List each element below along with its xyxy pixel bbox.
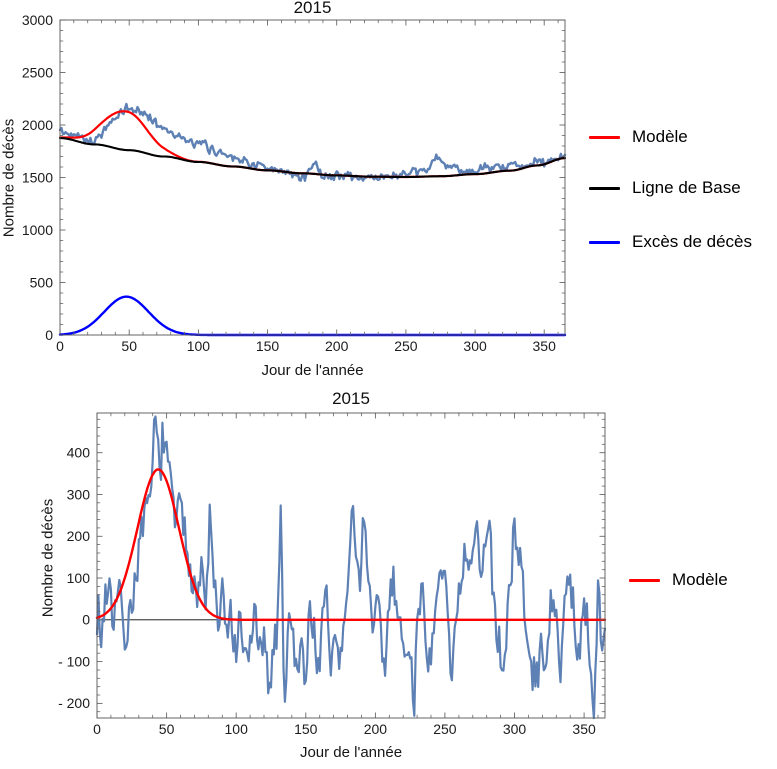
legend-label-exces-de-deces: Excès de décès bbox=[632, 232, 753, 251]
y-tick-label: 3000 bbox=[22, 12, 53, 28]
series-deces-observes bbox=[58, 102, 567, 182]
plot-frame bbox=[59, 19, 566, 336]
y-tick-label: 1500 bbox=[22, 169, 53, 185]
x-tick-label: 350 bbox=[533, 338, 557, 354]
x-tick-label: 100 bbox=[225, 721, 249, 737]
x-tick-label: 200 bbox=[325, 338, 349, 354]
x-tick-label: 50 bbox=[121, 338, 137, 354]
chart-title-top: 2015 bbox=[293, 0, 332, 17]
x-axis-label-top: Jour de l'année bbox=[261, 362, 364, 379]
x-tick-label: 350 bbox=[572, 721, 596, 737]
x-tick-label: 0 bbox=[93, 721, 101, 737]
y-tick-label: 500 bbox=[30, 274, 54, 290]
x-tick-label: 150 bbox=[256, 338, 280, 354]
plot-frame bbox=[96, 412, 606, 719]
series-exces-de-deces bbox=[58, 295, 567, 337]
x-tick-label: 50 bbox=[159, 721, 175, 737]
x-tick-label: 150 bbox=[294, 721, 318, 737]
chart-title-bottom: 2015 bbox=[332, 389, 370, 408]
x-axis-label-bottom: Jour de l'année bbox=[299, 744, 403, 761]
legend-line-base-icon bbox=[589, 186, 620, 190]
y-tick-label: 1000 bbox=[22, 222, 53, 238]
y-tick-label: 100 bbox=[67, 570, 91, 586]
series-modele bbox=[95, 468, 607, 621]
x-tick-label: 300 bbox=[463, 338, 487, 354]
y-tick-label: 0 bbox=[82, 612, 90, 628]
plot-area-top: 0 50 100 150 200 250 300 350 0 500 1000 1500 2000 250… bbox=[22, 12, 567, 354]
legend-line-modele-icon bbox=[589, 135, 620, 139]
plot-area-bottom: 0 50 100 150 200 250 300 350 - 200 - 100 0 100 200 30… bbox=[58, 412, 607, 737]
x-tick-label: 0 bbox=[56, 338, 64, 354]
y-tick-label: 2000 bbox=[22, 117, 53, 133]
series-exces-observe bbox=[95, 415, 607, 720]
legend-line-exces-icon bbox=[589, 240, 620, 244]
y-tick-label: 400 bbox=[67, 445, 91, 461]
x-tick-label: 100 bbox=[187, 338, 211, 354]
legend-item-modele-bottom: Modèle bbox=[629, 570, 728, 590]
legend-item-ligne-de-base: Ligne de Base bbox=[589, 178, 741, 198]
x-tick-label: 300 bbox=[503, 721, 527, 737]
legend-item-modele-top: Modèle bbox=[589, 127, 688, 147]
series-ligne-de-base bbox=[58, 137, 567, 179]
legend-item-exces-de-deces: Excès de décès bbox=[589, 232, 752, 252]
y-tick-label: 200 bbox=[67, 528, 91, 544]
legend-label-ligne-de-base: Ligne de Base bbox=[632, 178, 741, 197]
x-tick-label: 200 bbox=[364, 721, 388, 737]
legend-label-modele-bottom: Modèle bbox=[672, 570, 728, 589]
x-tick-label: 250 bbox=[394, 338, 418, 354]
y-tick-label: - 100 bbox=[58, 653, 90, 669]
legend-label-modele-top: Modèle bbox=[632, 127, 688, 146]
y-tick-label: 0 bbox=[45, 327, 53, 343]
legend-line-modele-bottom-icon bbox=[629, 578, 660, 582]
y-tick-label: 2500 bbox=[22, 64, 53, 80]
y-tick-label: - 200 bbox=[58, 695, 90, 711]
x-tick-label: 250 bbox=[433, 721, 457, 737]
y-tick-label: 300 bbox=[67, 486, 91, 502]
